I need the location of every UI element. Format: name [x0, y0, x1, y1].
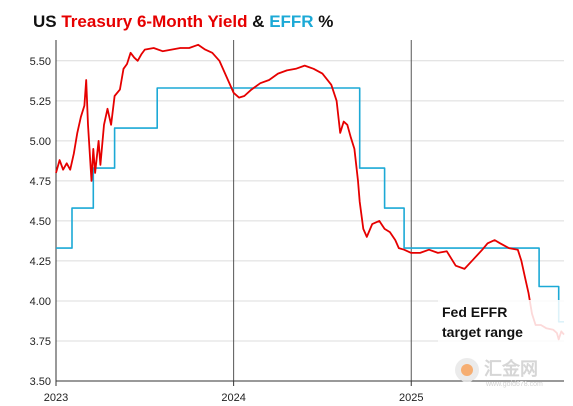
title-part-amp: & — [247, 12, 270, 31]
watermark-logo-inner-icon — [461, 364, 473, 376]
x-tick-label: 2023 — [44, 392, 68, 404]
title-part-treasury: Treasury 6-Month Yield — [61, 12, 248, 31]
chart-title: US Treasury 6-Month Yield & EFFR % — [33, 12, 333, 32]
y-tick-label: 4.00 — [30, 296, 51, 308]
y-tick-label: 3.75 — [30, 336, 51, 348]
y-tick-label: 4.50 — [30, 216, 51, 228]
annotation-line-2: target range — [442, 324, 523, 340]
effr-series-line — [56, 87, 564, 323]
y-tick-label: 5.25 — [30, 96, 51, 108]
annotation-line-1: Fed EFFR — [442, 304, 507, 320]
annotation-backdrop — [438, 300, 572, 344]
watermark: 汇金网 www.gold678.com — [455, 358, 543, 388]
y-tick-label: 4.75 — [30, 176, 51, 188]
watermark-name: 汇金网 — [484, 358, 538, 379]
title-part-percent: % — [313, 12, 334, 31]
y-tick-label: 3.50 — [30, 376, 51, 388]
x-tick-label: 2025 — [399, 392, 423, 404]
x-tick-label: 2024 — [221, 392, 245, 404]
axes: 5.50 5.25 5.00 4.75 4.50 4.25 4.00 3.75 3.50 2023… — [30, 40, 564, 404]
series-layer — [55, 43, 565, 341]
y-tick-label: 5.50 — [30, 56, 51, 68]
title-part-us: US — [33, 12, 62, 31]
title-part-effr: EFFR — [269, 12, 314, 31]
y-tick-label: 4.25 — [30, 256, 51, 268]
treasury-6m-yield-series-line — [55, 43, 565, 341]
y-tick-label: 5.00 — [30, 136, 51, 148]
watermark-url: www.gold678.com — [485, 381, 543, 388]
